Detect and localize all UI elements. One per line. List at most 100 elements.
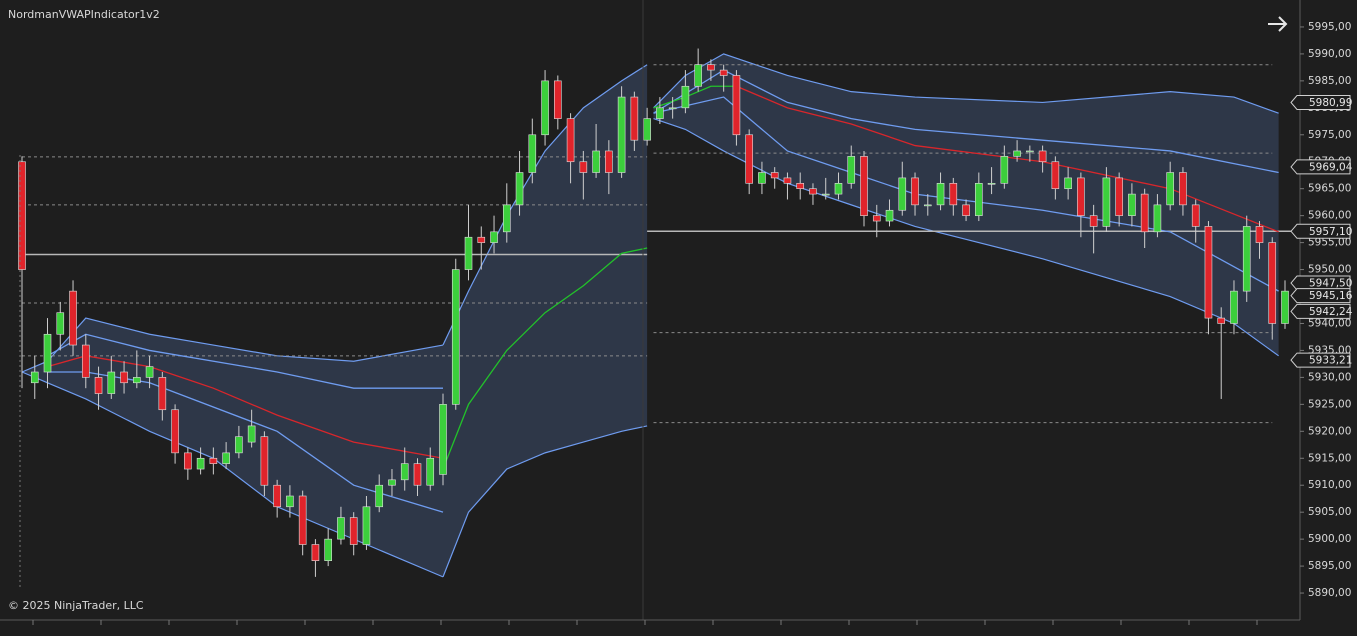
- candle-body: [1140, 193, 1149, 233]
- candle-body: [1051, 161, 1060, 189]
- candle-body: [196, 457, 205, 470]
- candle-body: [56, 312, 65, 335]
- band-area: [443, 64, 648, 577]
- candle-body: [1013, 150, 1021, 157]
- candle-body: [643, 118, 651, 141]
- candle-body: [426, 457, 435, 486]
- candle-body: [592, 150, 600, 173]
- candle-body: [541, 80, 549, 136]
- candle-body: [681, 85, 690, 109]
- candle-body: [94, 377, 103, 394]
- candle-body: [1089, 215, 1098, 227]
- candle-body: [477, 236, 486, 243]
- candle-body: [605, 150, 613, 173]
- candle-body: [451, 269, 460, 405]
- band-lower: [442, 425, 648, 578]
- chart-title: NordmanVWAPIndicator1v2: [8, 8, 160, 21]
- candle-body: [107, 371, 116, 394]
- candle-body: [235, 436, 243, 454]
- candle-body: [69, 290, 77, 346]
- navigate-arrow[interactable]: [1268, 16, 1288, 32]
- candle-body: [222, 452, 230, 464]
- candle-body: [515, 172, 524, 206]
- candle-body: [975, 183, 983, 216]
- y-tick-label: 5905,00: [1308, 506, 1351, 518]
- candle-body: [362, 506, 371, 545]
- copyright: © 2025 NinjaTrader, LLC: [8, 599, 144, 612]
- candle-body: [809, 188, 817, 195]
- candle-body: [464, 236, 473, 270]
- candle-body: [949, 183, 958, 206]
- candle-body: [324, 538, 332, 561]
- band-upper: [653, 53, 1279, 114]
- candle-body: [770, 172, 779, 179]
- candle-body: [554, 80, 562, 119]
- price-label: 5947,50: [1309, 278, 1352, 290]
- price-label-box: [1290, 275, 1351, 291]
- candle-body: [209, 457, 218, 464]
- candle-body: [783, 177, 792, 184]
- candle-body: [81, 344, 90, 378]
- candle-body: [184, 452, 192, 470]
- y-tick-label: 5950,00: [1308, 264, 1351, 276]
- candle-body: [120, 371, 128, 384]
- candle-body: [923, 204, 932, 207]
- y-tick-label: 5900,00: [1308, 533, 1351, 545]
- candle-body: [311, 544, 320, 561]
- candle-body: [1255, 226, 1264, 243]
- candle-body: [656, 107, 664, 119]
- candle-body: [528, 134, 537, 173]
- candle-body: [630, 96, 639, 141]
- y-tick-label: 5990,00: [1308, 48, 1351, 60]
- candle-body: [1179, 172, 1187, 206]
- candle-body: [1077, 177, 1085, 216]
- candle-body: [1281, 290, 1289, 324]
- indicator-line: [47, 371, 444, 513]
- candle-body: [668, 107, 677, 110]
- price-label-box: [1290, 223, 1351, 239]
- y-tick-label: 5995,00: [1308, 21, 1351, 33]
- candle-body: [694, 64, 702, 87]
- candle-body: [898, 177, 907, 211]
- candle-body: [247, 425, 256, 443]
- price-label: 5980,99: [1309, 97, 1352, 109]
- candle-body: [286, 495, 294, 508]
- candle-body: [43, 333, 52, 373]
- price-label-box: [1290, 303, 1351, 319]
- candle-body: [758, 172, 766, 184]
- candle-body: [490, 231, 498, 243]
- candle-body: [987, 183, 996, 185]
- candle-body: [1217, 317, 1226, 324]
- y-tick-label: 5890,00: [1308, 587, 1351, 599]
- candle-body: [273, 484, 281, 508]
- candle-body: [847, 156, 856, 184]
- indicator-line: [442, 247, 648, 470]
- candle-body: [1026, 150, 1034, 153]
- candle-body: [18, 161, 26, 270]
- candle-body: [1230, 290, 1238, 324]
- plot-area: [18, 48, 1292, 578]
- y-tick-label: 5960,00: [1308, 210, 1351, 222]
- candle-body: [796, 183, 805, 189]
- indicator-line: [47, 333, 443, 389]
- band-lower: [653, 118, 1279, 357]
- price-label-box: [1290, 288, 1351, 304]
- price-label-box: [1290, 159, 1351, 175]
- candle-body: [579, 161, 588, 173]
- y-tick-label: 5930,00: [1308, 371, 1351, 383]
- band-upper: [442, 64, 648, 346]
- candle-body: [1128, 193, 1136, 216]
- y-tick-label: 5920,00: [1308, 425, 1351, 437]
- candle-body: [1191, 204, 1200, 227]
- candle-body: [1038, 150, 1047, 163]
- candle-body: [400, 463, 409, 481]
- candle-body: [1000, 156, 1009, 184]
- candle-body: [617, 96, 626, 173]
- candle-body: [911, 177, 919, 206]
- band-upper: [21, 317, 444, 373]
- candle-body: [732, 75, 741, 136]
- price-label: 5945,16: [1309, 290, 1353, 302]
- candle-body: [337, 517, 345, 540]
- y-tick-label: 5910,00: [1308, 479, 1351, 491]
